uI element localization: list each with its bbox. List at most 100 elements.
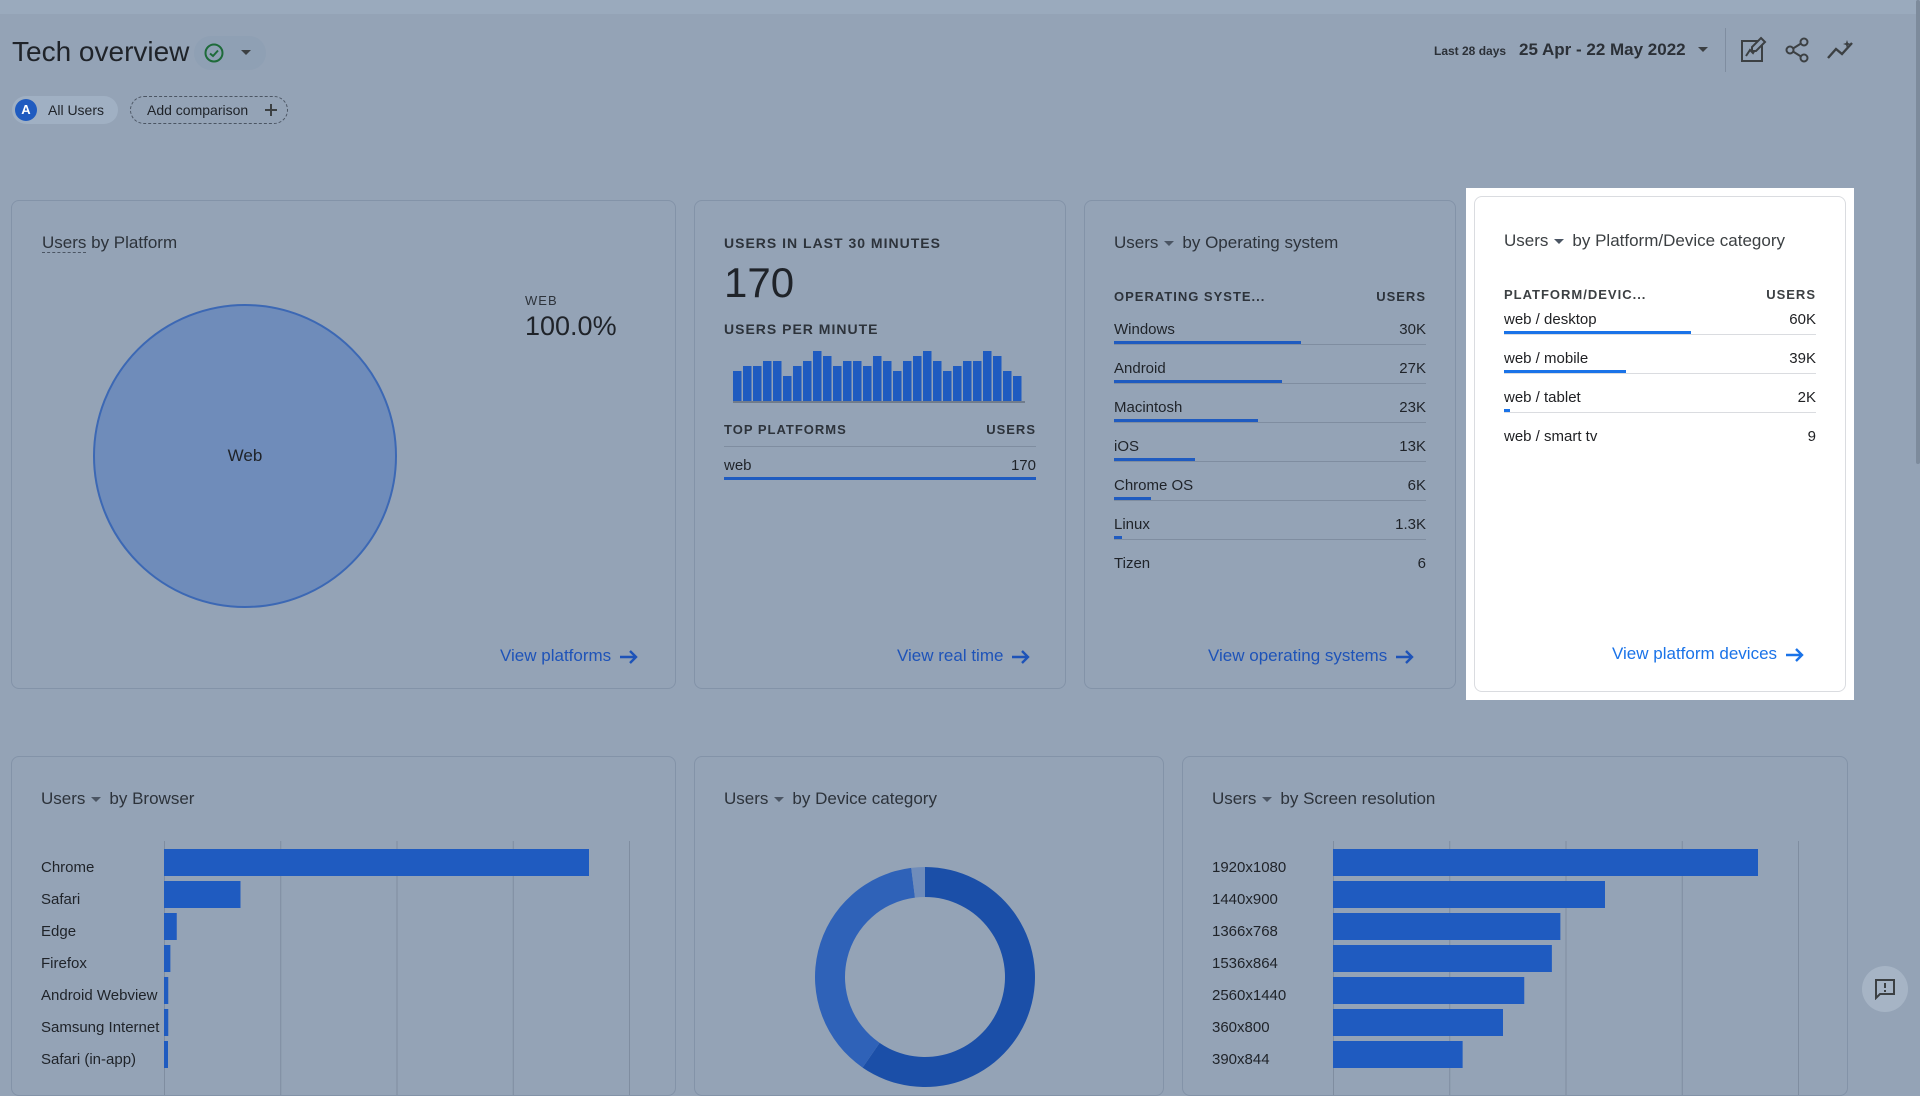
view-realtime-link[interactable]: View real time: [897, 646, 1031, 666]
bar-samsung-internet[interactable]: [164, 1009, 169, 1036]
row-divider: [1114, 461, 1426, 462]
os-col-header: OPERATING SYSTE...: [1114, 289, 1266, 304]
share-icon[interactable]: [1783, 36, 1811, 64]
table-row[interactable]: Macintosh 23K: [1114, 391, 1426, 423]
minute-bar[interactable]: [1013, 376, 1022, 401]
minute-bar[interactable]: [853, 361, 862, 401]
metric-selector[interactable]: Users: [1212, 789, 1257, 808]
dropdown-caret-icon[interactable]: [91, 797, 102, 803]
donut-slice-tablet[interactable]: [911, 867, 925, 898]
customize-report-icon[interactable]: [1739, 36, 1767, 64]
minute-bar[interactable]: [733, 371, 742, 401]
row-value: 30K: [1399, 321, 1426, 338]
minute-bar[interactable]: [823, 356, 832, 401]
minute-bar[interactable]: [913, 356, 922, 401]
dropdown-caret-icon[interactable]: [1164, 241, 1175, 247]
resolution-bar-chart: [1333, 841, 1799, 1095]
date-range-picker[interactable]: 25 Apr - 22 May 2022: [1519, 40, 1686, 59]
minute-bar[interactable]: [743, 366, 752, 401]
table-row[interactable]: web / mobile 39K: [1504, 342, 1816, 374]
minute-bar[interactable]: [803, 361, 812, 401]
table-row[interactable]: Chrome OS 6K: [1114, 469, 1426, 501]
bar-2560x1440[interactable]: [1333, 977, 1525, 1004]
dropdown-caret-icon[interactable]: [1554, 239, 1565, 245]
table-row[interactable]: web / smart tv 9: [1504, 420, 1816, 452]
bar-android-webview[interactable]: [164, 977, 169, 1004]
table-row[interactable]: iOS 13K: [1114, 430, 1426, 462]
metric-label[interactable]: Users: [42, 233, 87, 253]
pie-slice-web[interactable]: [93, 304, 397, 608]
metric-selector[interactable]: Users: [724, 789, 769, 808]
row-bar: [724, 477, 1036, 480]
bar-safari[interactable]: [164, 881, 241, 908]
bar-1440x900[interactable]: [1333, 881, 1605, 908]
minute-bar[interactable]: [893, 371, 902, 401]
table-row[interactable]: Android 27K: [1114, 352, 1426, 384]
minute-bar[interactable]: [993, 356, 1002, 401]
platform-device-title: Users by Platform/Device category: [1504, 231, 1785, 251]
bar-edge[interactable]: [164, 913, 177, 940]
minute-bar[interactable]: [773, 361, 782, 401]
insights-icon[interactable]: [1826, 36, 1856, 64]
minute-bar[interactable]: [983, 351, 992, 401]
minute-bar[interactable]: [813, 351, 822, 401]
dropdown-caret-icon[interactable]: [774, 797, 785, 803]
scrollbar[interactable]: [1916, 0, 1920, 464]
bar-1536x864[interactable]: [1333, 945, 1552, 972]
minute-bar[interactable]: [883, 361, 892, 401]
row-divider: [1114, 344, 1426, 345]
donut-slice-mobile[interactable]: [815, 867, 915, 1068]
table-row[interactable]: Linux 1.3K: [1114, 508, 1426, 540]
bar-360x800[interactable]: [1333, 1009, 1503, 1036]
feedback-button[interactable]: [1862, 966, 1908, 1012]
row-value: 23K: [1399, 399, 1426, 416]
minute-bar[interactable]: [833, 366, 842, 401]
date-caret-icon[interactable]: [1697, 46, 1709, 54]
top-platforms-header: TOP PLATFORMS: [724, 422, 847, 437]
minute-bar[interactable]: [963, 361, 972, 401]
minute-bar[interactable]: [933, 361, 942, 401]
add-comparison-button[interactable]: Add comparison: [130, 96, 288, 124]
table-row[interactable]: Windows 30K: [1114, 313, 1426, 345]
table-row[interactable]: web 170: [724, 449, 1036, 481]
dropdown-caret-icon[interactable]: [1262, 797, 1273, 803]
resolution-card-title: Users by Screen resolution: [1212, 789, 1435, 809]
minute-bar[interactable]: [753, 366, 762, 401]
metric-selector[interactable]: Users: [41, 789, 86, 808]
metric-selector[interactable]: Users: [1504, 231, 1549, 250]
metric-selector[interactable]: Users: [1114, 233, 1159, 252]
minute-bar[interactable]: [973, 361, 982, 401]
segment-chip-all-users[interactable]: A All Users: [12, 96, 118, 124]
table-row[interactable]: web / tablet 2K: [1504, 381, 1816, 413]
arrow-right-icon: [1786, 647, 1804, 662]
view-os-link[interactable]: View operating systems: [1208, 646, 1415, 666]
platform-device-col-header: PLATFORM/DEVIC...: [1504, 287, 1647, 302]
minute-bar[interactable]: [953, 366, 962, 401]
minute-bar[interactable]: [903, 361, 912, 401]
os-card: Users by Operating system OPERATING SYSTE…: [1084, 200, 1456, 689]
minute-bar[interactable]: [923, 351, 932, 401]
segment-label: All Users: [48, 102, 105, 118]
minute-bar[interactable]: [863, 366, 872, 401]
arrow-right-icon: [1012, 649, 1031, 664]
bar-1920x1080[interactable]: [1333, 849, 1758, 876]
minute-bar[interactable]: [1003, 371, 1012, 401]
minute-bar[interactable]: [873, 356, 882, 401]
row-value: 6: [1417, 555, 1426, 572]
table-row[interactable]: web / desktop 60K: [1504, 303, 1816, 335]
bar-firefox[interactable]: [164, 945, 171, 972]
minute-bar[interactable]: [793, 366, 802, 401]
minute-bar[interactable]: [843, 361, 852, 401]
minute-bar[interactable]: [943, 371, 952, 401]
donut-slice-desktop[interactable]: [862, 867, 1035, 1087]
bar-safari-in-app-[interactable]: [164, 1041, 168, 1068]
report-status-chip[interactable]: [194, 36, 266, 70]
table-row[interactable]: Tizen 6: [1114, 547, 1426, 579]
bar-390x844[interactable]: [1333, 1041, 1463, 1068]
view-platforms-link[interactable]: View platforms: [500, 646, 639, 666]
view-platform-devices-link[interactable]: View platform devices: [1612, 644, 1805, 664]
bar-chrome[interactable]: [164, 849, 589, 876]
bar-1366x768[interactable]: [1333, 913, 1561, 940]
minute-bar[interactable]: [763, 361, 772, 401]
minute-bar[interactable]: [783, 376, 792, 401]
